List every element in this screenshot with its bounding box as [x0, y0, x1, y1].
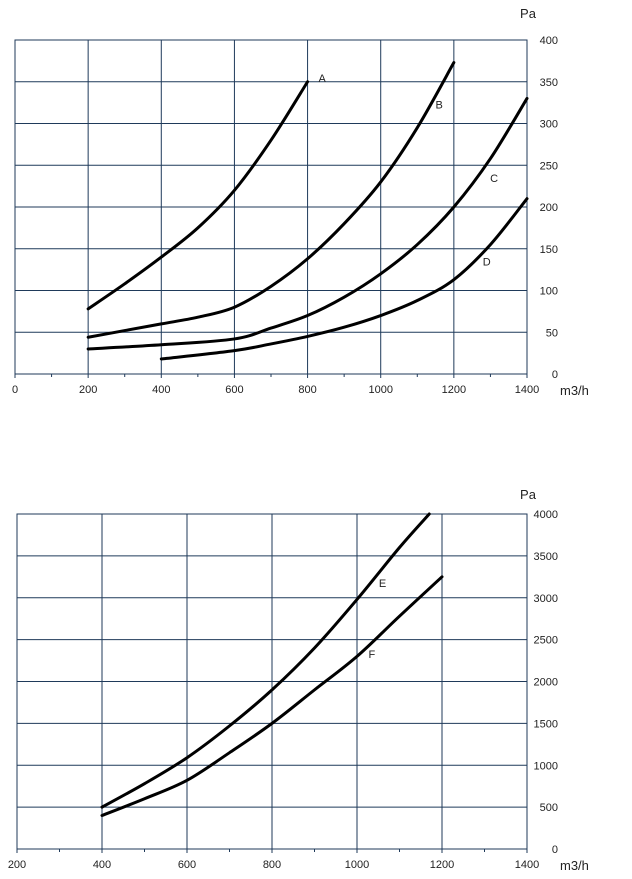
series-line-f — [100, 575, 444, 817]
y-tick-label: 150 — [540, 244, 558, 256]
y-tick-label: 3500 — [534, 551, 558, 563]
x-tick-label: 400 — [152, 384, 170, 396]
x-tick-label: 1200 — [442, 384, 466, 396]
series-label-d: D — [483, 256, 491, 268]
chart-1: 0 200 400 600 800 1000 1200 1400 0 50 100 150 200 250… — [12, 6, 589, 398]
y-tick-label: 50 — [546, 327, 558, 339]
x-tick-label: 1000 — [345, 859, 369, 871]
y-tick-label: 2000 — [534, 677, 558, 689]
y-tick-label: 1500 — [534, 718, 558, 730]
series-label-c: C — [490, 173, 498, 185]
series-label-b: B — [436, 99, 443, 111]
x-tick-label: 1200 — [430, 859, 454, 871]
x-tick-label: 600 — [178, 859, 196, 871]
y-tick-label: 3000 — [534, 593, 558, 605]
series-line-a — [86, 80, 310, 311]
y-axis-label: Pa — [520, 6, 537, 21]
x-tick-label: 200 — [79, 384, 97, 396]
x-tick-label: 600 — [225, 384, 243, 396]
x-axis-label: m3/h — [560, 383, 589, 398]
y-tick-label: 400 — [540, 35, 558, 47]
y-tick-label: 500 — [540, 802, 558, 814]
y-tick-label: 300 — [540, 119, 558, 131]
y-tick-label: 200 — [540, 202, 558, 214]
chart-2: 200 400 600 800 1000 1200 1400 0 500 1000 1500 2000… — [8, 487, 589, 873]
x-tick-label: 1400 — [515, 384, 539, 396]
x-tick-label: 1400 — [515, 859, 539, 871]
y-axis-label: Pa — [520, 487, 537, 502]
y-tick-label: 250 — [540, 160, 558, 172]
y-tick-label: 0 — [552, 844, 558, 856]
y-tick-label: 0 — [552, 369, 558, 381]
x-tick-label: 0 — [12, 384, 18, 396]
x-tick-label: 800 — [263, 859, 281, 871]
series-label-e: E — [379, 578, 386, 590]
x-tick-label: 800 — [298, 384, 316, 396]
series-label-a: A — [319, 73, 327, 85]
series-line-d — [159, 197, 529, 361]
x-tick-label: 400 — [93, 859, 111, 871]
series-line-e — [100, 512, 431, 809]
y-tick-label: 4000 — [534, 509, 558, 521]
x-tick-label: 200 — [8, 859, 26, 871]
y-tick-label: 1000 — [534, 760, 558, 772]
x-tick-label: 1000 — [368, 384, 392, 396]
y-tick-label: 2500 — [534, 635, 558, 647]
series-label-f: F — [369, 649, 376, 661]
y-tick-label: 350 — [540, 77, 558, 89]
x-axis-label: m3/h — [560, 858, 589, 873]
series-line-c — [86, 96, 529, 351]
y-tick-label: 100 — [540, 286, 558, 298]
series-line-b — [86, 61, 456, 339]
